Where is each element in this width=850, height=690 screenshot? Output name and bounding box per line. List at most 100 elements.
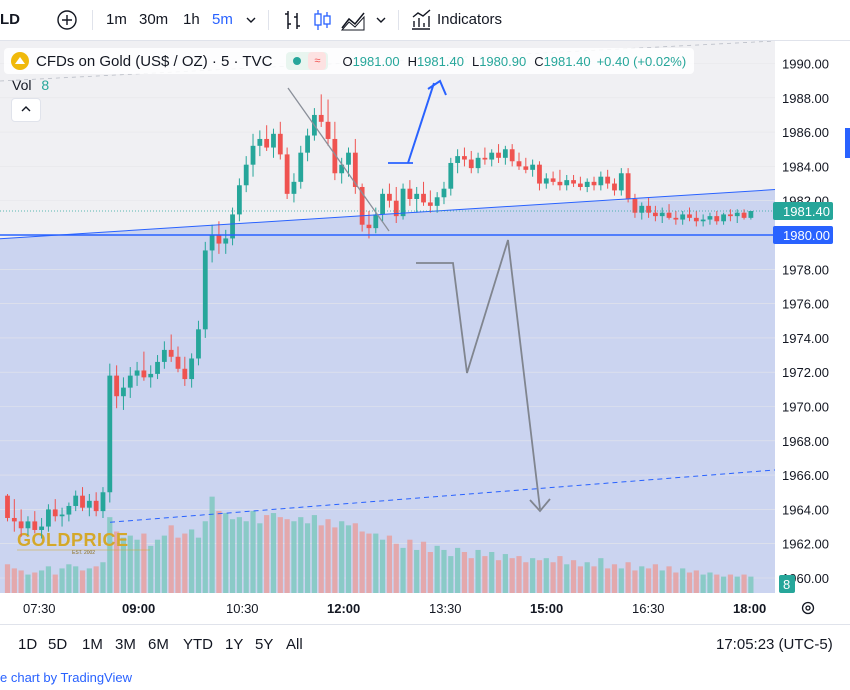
range-ytd[interactable]: YTD <box>183 636 213 653</box>
volume-bar <box>270 513 277 593</box>
volume-bar <box>625 562 631 593</box>
volume-bar <box>11 568 17 593</box>
volume-label: Vol <box>12 77 32 93</box>
candle-body <box>564 180 570 186</box>
divider <box>268 10 269 30</box>
symbol-search[interactable]: LD <box>0 11 20 28</box>
candle-body <box>339 164 345 174</box>
volume-bar <box>570 560 577 593</box>
time-tick-label: 09:00 <box>122 601 155 616</box>
clock-timezone[interactable]: 17:05:23 (UTC-5) <box>716 636 833 653</box>
candle-body <box>257 138 263 146</box>
interval-1m[interactable]: 1m <box>106 11 127 28</box>
time-tick-label: 13:30 <box>429 601 462 616</box>
volume-bar <box>66 564 72 593</box>
market-status-badge[interactable]: ≈ <box>286 52 329 70</box>
volume-bar <box>352 523 358 593</box>
candle-body <box>707 216 713 220</box>
candle-body <box>66 505 72 515</box>
volume-bar <box>284 519 290 593</box>
candle-body <box>659 212 665 217</box>
volume-bar <box>598 558 604 593</box>
time-tick-label: 07:30 <box>23 601 56 616</box>
price-axis-bg <box>775 41 850 621</box>
candle-body <box>605 176 611 184</box>
volume-bar <box>721 576 727 593</box>
candle-body <box>243 164 249 186</box>
volume-bar <box>79 570 86 593</box>
candle-body <box>441 188 447 198</box>
collapse-legend-button[interactable] <box>11 98 41 122</box>
candle-body <box>612 183 617 191</box>
candle-body <box>721 214 726 222</box>
candle-body <box>59 514 65 517</box>
candle-body <box>325 121 331 139</box>
indicators-button[interactable]: Indicators <box>437 11 503 28</box>
volume-bar <box>393 543 399 593</box>
interval-30m[interactable]: 30m <box>139 11 169 28</box>
candle-body <box>250 145 256 165</box>
symbol-title[interactable]: CFDs on Gold (US$ / OZ) · 5 · TVC <box>36 52 273 70</box>
volume-legend[interactable]: Vol 8 <box>12 77 49 93</box>
projection-arrowhead <box>529 498 551 513</box>
price-tick-label: 1970.00 <box>782 400 829 415</box>
volume-bar <box>632 570 638 593</box>
candle-body <box>680 214 686 220</box>
gear-icon <box>801 601 815 615</box>
volume-bar <box>748 576 754 593</box>
candle-body <box>571 180 576 184</box>
candle-body <box>155 361 160 374</box>
interval-1h[interactable]: 1h <box>183 11 200 28</box>
tradingview-credit-link[interactable]: e chart by TradingView <box>0 670 132 685</box>
time-tick-label: 10:30 <box>226 601 259 616</box>
chevron-down-icon[interactable] <box>244 0 258 40</box>
line-price-label: 1980.00 <box>783 228 830 243</box>
candle-body <box>230 214 235 239</box>
range-all[interactable]: All <box>286 636 303 653</box>
candle-body <box>598 176 604 186</box>
goldprice-watermark: GOLDPRICE EST. 2002 <box>17 530 150 556</box>
range-1m[interactable]: 1M <box>82 636 103 653</box>
interval-5m[interactable]: 5m <box>212 11 233 28</box>
volume-bar <box>52 574 58 593</box>
price-tick-label: 1974.00 <box>782 331 829 346</box>
line-price-tag <box>773 226 833 244</box>
candle-body <box>346 152 351 165</box>
volume-bar <box>59 568 65 593</box>
volume-bar <box>291 521 297 593</box>
price-tick-label: 1964.00 <box>782 502 829 517</box>
side-panel-edge[interactable] <box>845 128 850 158</box>
candle-body <box>687 214 692 218</box>
price-chart[interactable]: GOLDPRICE EST. 2002 1990.00 1988.00 1986.0… <box>0 40 850 621</box>
volume-bar <box>673 572 679 593</box>
volume-bar <box>584 562 590 593</box>
volume-bar <box>45 566 52 593</box>
area-chart-icon[interactable] <box>340 0 366 40</box>
chart-area[interactable]: GOLDPRICE EST. 2002 1990.00 1988.00 1986.0… <box>0 40 850 621</box>
range-6m[interactable]: 6M <box>148 636 169 653</box>
range-5d[interactable]: 5D <box>48 636 68 653</box>
indicators-icon[interactable] <box>410 0 432 40</box>
candle-body <box>455 156 461 163</box>
legend-bar: CFDs on Gold (US$ / OZ) · 5 · TVC ≈ O 19… <box>4 48 695 74</box>
volume-bar <box>380 539 386 593</box>
plus-circle-icon[interactable] <box>56 0 78 40</box>
candle-body <box>52 509 58 517</box>
range-1y[interactable]: 1Y <box>225 636 244 653</box>
range-3m[interactable]: 3M <box>115 636 136 653</box>
candle-body <box>80 495 85 508</box>
candle-body <box>46 509 51 527</box>
range-1d[interactable]: 1D <box>18 636 38 653</box>
volume-bar <box>325 519 331 593</box>
candle-chart-icon[interactable] <box>312 0 334 40</box>
range-5y[interactable]: 5Y <box>255 636 274 653</box>
volume-bar <box>741 574 747 593</box>
volume-bar <box>666 566 672 593</box>
time-axis-bg <box>0 593 850 621</box>
bar-chart-icon[interactable] <box>282 0 304 40</box>
volume-bar <box>277 517 283 593</box>
candle-body <box>516 161 522 167</box>
chevron-down-icon[interactable] <box>374 0 388 40</box>
volume-bar <box>645 568 652 593</box>
volume-bar <box>734 576 740 593</box>
